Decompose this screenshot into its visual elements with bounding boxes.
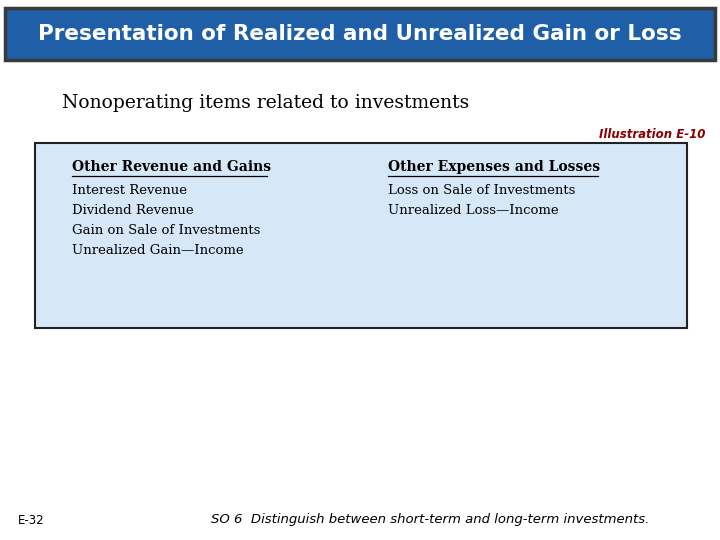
Text: Presentation of Realized and Unrealized Gain or Loss: Presentation of Realized and Unrealized … — [38, 24, 682, 44]
Text: SO 6  Distinguish between short-term and long-term investments.: SO 6 Distinguish between short-term and … — [211, 514, 649, 526]
Text: Interest Revenue: Interest Revenue — [72, 185, 187, 198]
Text: Nonoperating items related to investments: Nonoperating items related to investment… — [62, 94, 469, 112]
Text: Other Revenue and Gains: Other Revenue and Gains — [72, 160, 271, 174]
FancyBboxPatch shape — [5, 8, 715, 60]
Text: Unrealized Gain—Income: Unrealized Gain—Income — [72, 245, 243, 258]
Text: Other Expenses and Losses: Other Expenses and Losses — [388, 160, 600, 174]
Text: Illustration E-10: Illustration E-10 — [598, 127, 705, 140]
Text: Loss on Sale of Investments: Loss on Sale of Investments — [388, 185, 575, 198]
Text: Gain on Sale of Investments: Gain on Sale of Investments — [72, 225, 261, 238]
FancyBboxPatch shape — [35, 143, 687, 328]
Text: E-32: E-32 — [18, 514, 45, 526]
Text: Unrealized Loss—Income: Unrealized Loss—Income — [388, 205, 559, 218]
Text: Dividend Revenue: Dividend Revenue — [72, 205, 194, 218]
